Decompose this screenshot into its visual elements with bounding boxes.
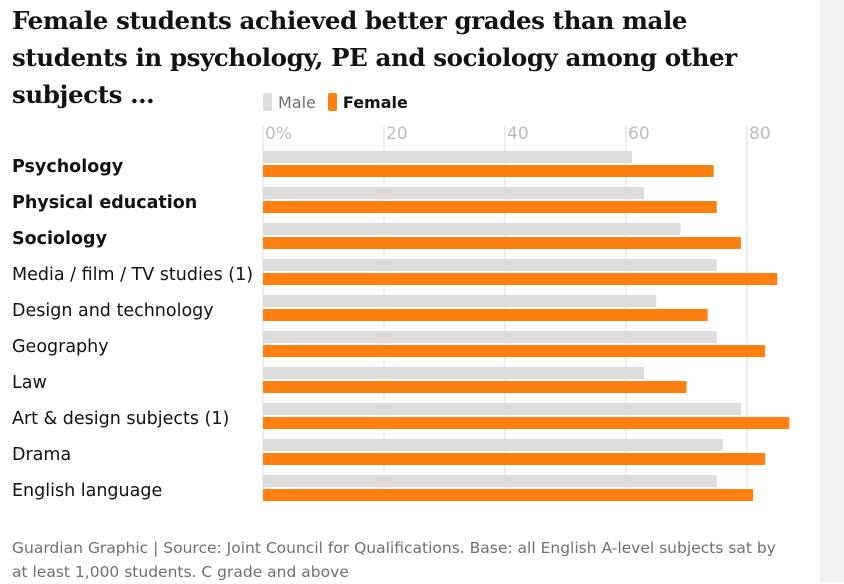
bars xyxy=(263,151,790,501)
category-label: Sociology xyxy=(12,229,108,249)
bar-female xyxy=(263,201,717,213)
category-label: Law xyxy=(12,373,47,393)
legend-label-female: Female xyxy=(342,92,408,112)
bar-male xyxy=(263,187,645,199)
x-tick-label: 60 xyxy=(628,124,650,144)
legend-swatch-female xyxy=(327,93,337,111)
bar-male xyxy=(263,475,717,487)
source-note: Guardian Graphic | Source: Joint Council… xyxy=(12,539,776,581)
bar-male xyxy=(263,223,681,235)
legend-item-male: Male xyxy=(263,93,316,112)
bar-male xyxy=(263,295,657,307)
bar-male xyxy=(263,331,717,343)
bar-male xyxy=(263,151,633,163)
bar-female xyxy=(263,417,790,429)
category-label: English language xyxy=(12,481,162,501)
category-label: Physical education xyxy=(12,193,197,213)
x-tick-label: 20 xyxy=(386,124,408,144)
x-tick-label: 40 xyxy=(507,124,529,144)
bar-female xyxy=(263,489,754,501)
bar-male xyxy=(263,367,645,379)
x-tick-label: 80 xyxy=(749,124,771,144)
page-side-strip xyxy=(820,0,844,582)
bar-female xyxy=(263,309,708,321)
bar-female xyxy=(263,165,714,177)
bar-male xyxy=(263,439,723,451)
category-labels: Psychology Physical education Sociology Med… xyxy=(12,157,253,501)
bar-male xyxy=(263,259,717,271)
x-tick-label: 0% xyxy=(265,124,292,144)
category-label: Art & design subjects (1) xyxy=(12,409,229,429)
category-label: Geography xyxy=(12,337,109,357)
category-label: Drama xyxy=(12,445,71,465)
bar-chart: 0% 20 40 60 80 Psychology Physical education S… xyxy=(12,124,790,501)
legend-label-male: Male xyxy=(278,92,316,112)
x-tick-labels: 0% 20 40 60 80 xyxy=(265,124,771,144)
bar-female xyxy=(263,381,687,393)
chart-legend: Male Female xyxy=(263,90,408,114)
category-label: Psychology xyxy=(12,157,124,177)
bar-female xyxy=(263,273,778,285)
category-label: Design and technology xyxy=(12,301,214,321)
bar-female xyxy=(263,453,766,465)
category-label: Media / film / TV studies (1) xyxy=(12,265,253,285)
bar-male xyxy=(263,403,741,415)
legend-item-female: Female xyxy=(327,92,408,112)
bar-female xyxy=(263,237,741,249)
bar-female xyxy=(263,345,766,357)
chart-title: Female students achieved better grades t… xyxy=(12,6,737,109)
legend-swatch-male xyxy=(263,93,272,111)
